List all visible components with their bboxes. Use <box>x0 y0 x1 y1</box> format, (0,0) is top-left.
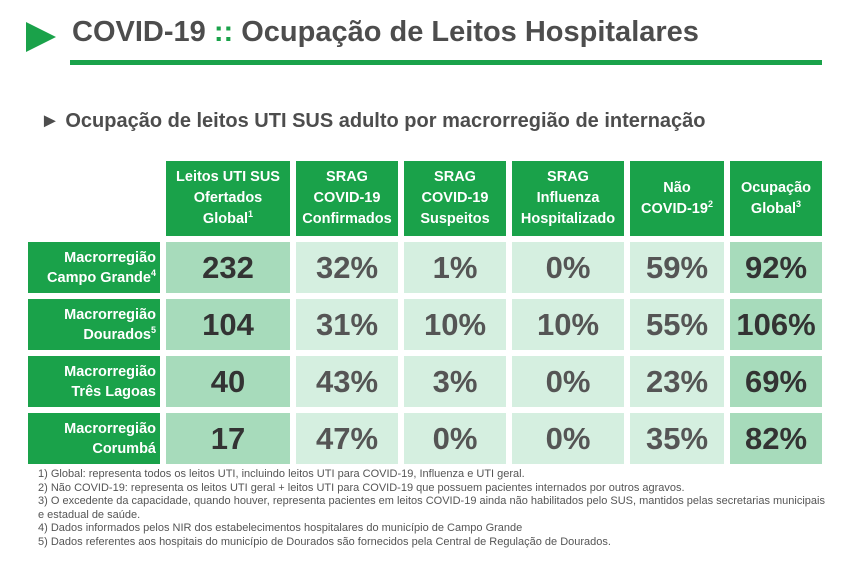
page-title: COVID-19 :: Ocupação de Leitos Hospitala… <box>72 16 699 49</box>
table-cell: 1% <box>404 242 506 293</box>
occupancy-table: Leitos UTI SUS Ofertados Global1 SRAG COVID… <box>22 161 828 464</box>
table-cell: 40 <box>166 356 290 407</box>
table-cell: 23% <box>630 356 724 407</box>
col-header-confirmados: SRAG COVID-19 Confirmados <box>296 161 398 236</box>
table-cell: 47% <box>296 413 398 464</box>
title-underline <box>70 60 822 65</box>
title-arrow-icon <box>26 22 56 52</box>
row-label-dourados: Macrorregião Dourados5 <box>28 299 160 350</box>
table-cell: 17 <box>166 413 290 464</box>
title-rest: Ocupação de Leitos Hospitalares <box>241 16 699 48</box>
row-label-corumba: Macrorregião Corumbá <box>28 413 160 464</box>
row-label-tres-lagoas: Macrorregião Três Lagoas <box>28 356 160 407</box>
table-row: Macrorregião Dourados5 104 31% 10% 10% 55… <box>28 299 822 350</box>
title-main: COVID-19 <box>72 16 206 48</box>
col-header-suspeitos: SRAG COVID-19 Suspeitos <box>404 161 506 236</box>
table-row: Macrorregião Três Lagoas 40 43% 3% 0% 23%… <box>28 356 822 407</box>
table-cell: 232 <box>166 242 290 293</box>
table-cell: 92% <box>730 242 822 293</box>
table-row: Macrorregião Campo Grande4 232 32% 1% 0% … <box>28 242 822 293</box>
table-cell: 59% <box>630 242 724 293</box>
footnote: 4) Dados informados pelos NIR dos estabe… <box>38 522 523 534</box>
table-row: Macrorregião Corumbá 17 47% 0% 0% 35% 82% <box>28 413 822 464</box>
table-cell: 0% <box>512 242 624 293</box>
col-header-ocupacao: Ocupação Global3 <box>730 161 822 236</box>
table-cell: 0% <box>512 356 624 407</box>
corner-cell <box>28 161 160 236</box>
header-row: Leitos UTI SUS Ofertados Global1 SRAG COVID… <box>28 161 822 236</box>
table-cell: 69% <box>730 356 822 407</box>
table-cell: 3% <box>404 356 506 407</box>
table-cell: 35% <box>630 413 724 464</box>
footnote: 3) O excedente da capacidade, quando hou… <box>38 495 825 521</box>
col-header-influenza: SRAG Influenza Hospitalizado <box>512 161 624 236</box>
footnote: 5) Dados referentes aos hospitais do mun… <box>38 535 611 548</box>
footnotes: 1) Global: representa todos os leitos UT… <box>38 468 828 549</box>
title-separator: :: <box>213 16 234 48</box>
table-cell: 0% <box>512 413 624 464</box>
table-cell: 32% <box>296 242 398 293</box>
footnote: 1) Global: representa todos os leitos UT… <box>38 468 525 480</box>
footnote: 2) Não COVID-19: representa os leitos UT… <box>38 481 685 494</box>
table-cell: 106% <box>730 299 822 350</box>
section-subtitle: ► Ocupação de leitos UTI SUS adulto por … <box>40 110 706 132</box>
table-cell: 104 <box>166 299 290 350</box>
col-header-nao-covid: Não COVID-192 <box>630 161 724 236</box>
row-label-campo-grande: Macrorregião Campo Grande4 <box>28 242 160 293</box>
table-cell: 31% <box>296 299 398 350</box>
table-cell: 82% <box>730 413 822 464</box>
table-cell: 55% <box>630 299 724 350</box>
table-cell: 43% <box>296 356 398 407</box>
table-cell: 10% <box>512 299 624 350</box>
table-cell: 0% <box>404 413 506 464</box>
col-header-leitos: Leitos UTI SUS Ofertados Global1 <box>166 161 290 236</box>
table-cell: 10% <box>404 299 506 350</box>
